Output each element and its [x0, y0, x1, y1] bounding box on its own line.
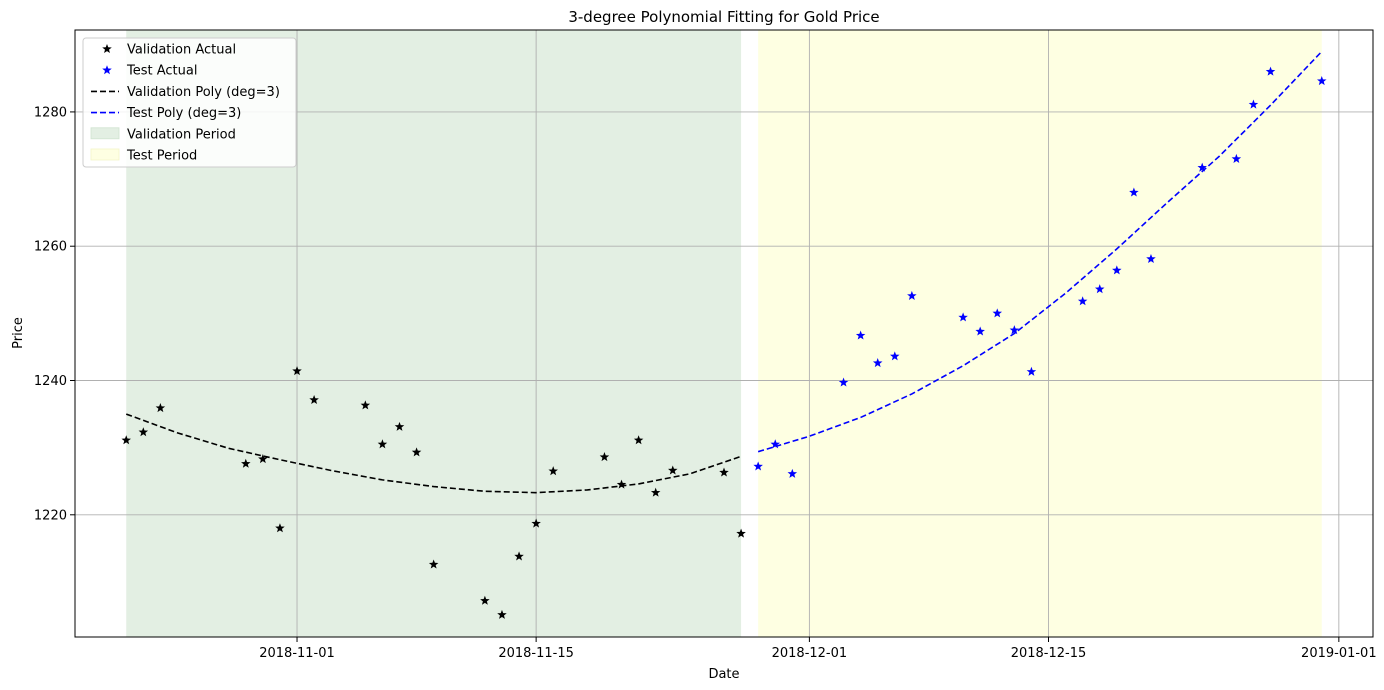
validation-actual-point [616, 479, 627, 489]
legend-label: Test Period [126, 149, 197, 164]
legend-box [82, 37, 297, 168]
period-band-2 [758, 30, 1322, 637]
validation-actual-point [292, 366, 302, 376]
chart-title: 3-degree Polynomial Fitting for Gold Pri… [568, 8, 879, 26]
y-tick-label: 1260 [34, 240, 67, 255]
y-tick-label: 1220 [34, 508, 67, 523]
validation-actual-point [719, 467, 729, 477]
test-actual-point [838, 377, 849, 387]
validation-actual-point [428, 559, 439, 569]
y-axis-label: Price [11, 317, 26, 349]
validation-actual-point [480, 595, 490, 605]
test-actual-point [1248, 99, 1259, 109]
legend-label: Validation Period [127, 127, 236, 142]
axes-frame [74, 29, 1374, 638]
validation-actual-point [309, 394, 319, 405]
test-actual-point [1317, 76, 1327, 86]
x-tick-label: 2018-12-15 [1011, 646, 1087, 661]
test-actual-point [872, 358, 883, 368]
test-actual-point [1146, 253, 1156, 264]
test-actual-point [1231, 153, 1242, 163]
y-tick-label: 1240 [34, 374, 67, 389]
test-actual-point [958, 312, 968, 322]
test-actual-point [1197, 162, 1207, 172]
test-actual-point [1077, 296, 1088, 306]
legend-label: Test Actual [126, 64, 197, 79]
validation-actual-point [514, 551, 524, 561]
test-actual-point [1129, 187, 1139, 197]
x-tick-label: 2018-11-15 [498, 646, 574, 661]
test-actual-point [1009, 325, 1020, 335]
test-actual-point [1265, 66, 1276, 76]
validation-actual-point [650, 487, 661, 497]
legend-marker [102, 44, 112, 54]
validation-actual-point [497, 609, 507, 619]
validation-actual-point [736, 528, 746, 538]
legend-swatch [90, 127, 120, 140]
validation-actual-point [531, 518, 541, 528]
plot-area: 2018-11-01 2018-11-15 2018-12-01 2018-12-15… [34, 29, 1377, 661]
validation-poly-deg-3-line [125, 413, 742, 494]
validation-actual-point [394, 421, 405, 431]
validation-actual-point [599, 452, 610, 462]
test-actual-point [890, 351, 900, 361]
test-actual-point [753, 461, 763, 471]
legend-label: Test Poly (deg=3) [126, 106, 241, 121]
x-tick-label: 2018-11-01 [259, 646, 335, 661]
test-actual-point [787, 468, 798, 478]
validation-actual-point [411, 447, 422, 457]
test-actual-point [992, 308, 1003, 318]
test-actual-point [855, 330, 866, 340]
test-actual-point [975, 326, 985, 336]
validation-actual-point [668, 465, 678, 475]
legend-marker [102, 65, 112, 75]
validation-actual-point [138, 427, 149, 437]
validation-actual-point [633, 435, 644, 445]
x-tick-label: 2018-12-01 [772, 646, 848, 661]
test-actual-point [1026, 366, 1037, 376]
y-tick-label: 1280 [34, 105, 67, 120]
test-actual-point [907, 290, 917, 300]
validation-actual-point [241, 458, 251, 468]
test-actual-point [770, 439, 780, 449]
legend-label: Validation Poly (deg=3) [127, 85, 280, 100]
validation-actual-point [258, 454, 268, 464]
test-actual-point [1112, 265, 1122, 275]
x-axis-label: Date [708, 667, 739, 682]
test-actual-point [1094, 284, 1105, 294]
validation-actual-point [548, 466, 558, 476]
validation-actual-point [155, 403, 166, 413]
validation-actual-point [360, 400, 371, 410]
legend: Validation Actual Test Actual Validation P… [82, 37, 297, 168]
legend-swatch [90, 148, 120, 161]
validation-actual-point [377, 439, 388, 449]
validation-actual-point [275, 523, 285, 533]
x-tick-label: 2019-01-01 [1301, 646, 1377, 661]
test-poly-deg-3-line [757, 50, 1323, 453]
legend-label: Validation Actual [127, 43, 236, 58]
validation-actual-point [121, 435, 131, 445]
